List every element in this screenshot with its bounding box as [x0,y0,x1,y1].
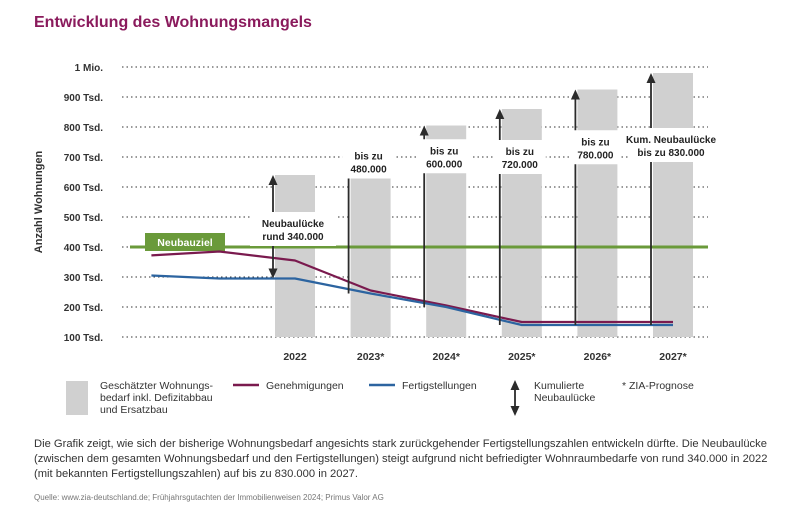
legend-fertigstellungen-label: Fertigstellungen [402,380,477,392]
gap-label: bis zu [354,152,382,163]
demand-bar [275,175,315,337]
x-tick-label: 2022 [283,351,307,363]
x-tick-label: 2024* [432,351,460,363]
x-tick-label: 2026* [584,351,612,363]
gap-label: 720.000 [502,160,539,171]
y-tick-label: 500 Tsd. [64,213,103,224]
gap-label: bis zu 830.000 [637,148,705,159]
gap-label-box [628,128,714,162]
legend-arrow-label: Kumulierte [534,380,584,392]
y-tick-label: 600 Tsd. [64,183,103,194]
gap-arrow-head-up [570,89,580,100]
legend-arrow-label: Neubaulücke [534,392,595,404]
gap-label: Kum. Neubaulücke [626,135,716,146]
target-label: Neubauziel [157,237,213,249]
y-tick-label: 400 Tsd. [64,243,103,254]
gap-label: bis zu [506,147,534,158]
x-tick-label: 2027* [659,351,687,363]
legend-prognose-label: * ZIA-Prognose [622,380,694,392]
y-tick-label: 100 Tsd. [64,333,103,344]
demand-bar [350,149,391,337]
legend-bar-label: bedarf inkl. Defizitabbau [100,392,213,404]
gap-arrow-head-down [268,268,278,279]
gap-label-box [493,140,546,174]
gap-label: Neubaulücke [262,219,325,230]
legend-bar-label: und Ersatzbau [100,404,168,416]
legend-arrow-head-down [510,406,520,416]
y-tick-label: 900 Tsd. [64,93,103,104]
gap-label: 480.000 [351,165,388,176]
y-axis-label: Anzahl Wohnungen [33,150,45,253]
legend-bar-label: Geschätzter Wohnungs- [100,380,214,392]
chart-title: Entwicklung des Wohnungsmangels [34,14,312,31]
gap-label: bis zu [430,146,458,157]
x-tick-label: 2023* [357,351,385,363]
source-note: Quelle: www.zia-deutschland.de; Frühjahr… [34,493,384,502]
y-tick-label: 300 Tsd. [64,273,103,284]
gap-label: bis zu [581,137,609,148]
y-tick-label: 1 Mio. [75,63,104,74]
gap-label-box [342,144,395,179]
genehmigungen-line [151,250,673,324]
y-tick-label: 800 Tsd. [64,123,103,134]
x-tick-label: 2025* [508,351,536,363]
chart-canvas: Anzahl Wohnungen 1 Mio. 900 Tsd. 800 Tsd. 70… [33,63,716,416]
gap-label-box [418,139,471,174]
target-label-box [145,233,225,251]
demand-bar [577,89,618,337]
gap-arrow-head-up [495,109,505,119]
gap-label: 780.000 [577,150,614,161]
gap-arrow-head-up [646,73,656,83]
demand-bar [653,73,693,337]
legend-bar-swatch [66,381,88,415]
gap-arrow-head-up [268,175,278,185]
gap-label: 600.000 [426,159,463,170]
chart-caption: Die Grafik zeigt, wie sich der bisherige… [34,438,768,480]
y-tick-label: 700 Tsd. [64,153,103,164]
fertigstellungen-line [151,274,673,327]
gap-label: rund 340.000 [262,232,324,243]
legend-arrow-head-up [510,380,520,390]
gap-arrow-head-up [419,125,429,136]
gap-label-box [569,130,622,165]
y-tick-label: 200 Tsd. [64,303,103,314]
legend-genehmigungen-label: Genehmigungen [266,380,344,392]
gap-label-box [250,212,336,246]
